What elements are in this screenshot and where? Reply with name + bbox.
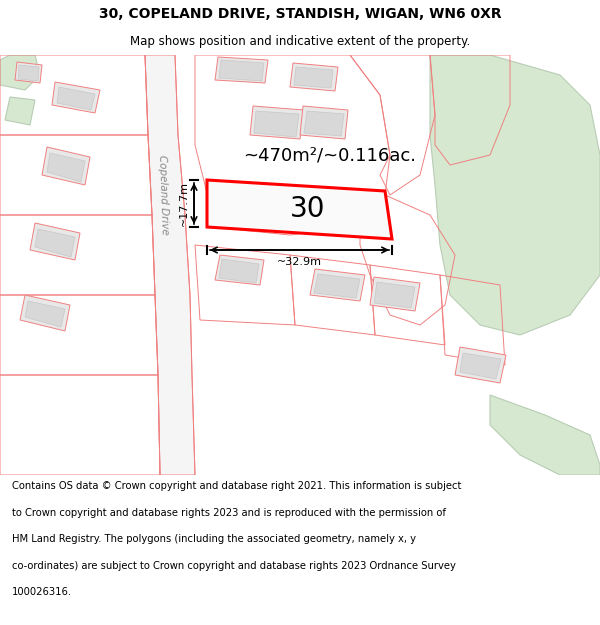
Text: ~32.9m: ~32.9m: [277, 257, 322, 267]
Polygon shape: [314, 274, 360, 298]
Polygon shape: [25, 301, 65, 327]
Text: Contains OS data © Crown copyright and database right 2021. This information is : Contains OS data © Crown copyright and d…: [12, 481, 461, 491]
Polygon shape: [250, 106, 304, 139]
Polygon shape: [294, 67, 333, 88]
Polygon shape: [35, 229, 75, 257]
Polygon shape: [455, 347, 506, 383]
Polygon shape: [254, 111, 299, 137]
Polygon shape: [430, 55, 600, 335]
Polygon shape: [0, 55, 40, 90]
Polygon shape: [374, 282, 415, 308]
Polygon shape: [460, 353, 501, 379]
Polygon shape: [304, 111, 344, 136]
Polygon shape: [52, 82, 100, 113]
Polygon shape: [490, 395, 600, 475]
Polygon shape: [207, 180, 392, 239]
Polygon shape: [18, 65, 39, 81]
Polygon shape: [20, 295, 70, 331]
Text: co-ordinates) are subject to Crown copyright and database rights 2023 Ordnance S: co-ordinates) are subject to Crown copyr…: [12, 561, 456, 571]
Polygon shape: [219, 60, 264, 81]
Text: 30, COPELAND DRIVE, STANDISH, WIGAN, WN6 0XR: 30, COPELAND DRIVE, STANDISH, WIGAN, WN6…: [98, 7, 502, 21]
Text: ~17.7m: ~17.7m: [179, 181, 189, 226]
Text: Copeland Drive: Copeland Drive: [157, 155, 169, 235]
Polygon shape: [145, 55, 195, 475]
Text: 30: 30: [290, 195, 325, 223]
Text: 100026316.: 100026316.: [12, 588, 72, 598]
Polygon shape: [300, 106, 348, 139]
Polygon shape: [30, 223, 80, 260]
Text: Map shows position and indicative extent of the property.: Map shows position and indicative extent…: [130, 35, 470, 48]
Polygon shape: [370, 277, 420, 311]
Polygon shape: [310, 269, 365, 301]
Polygon shape: [42, 147, 90, 185]
Polygon shape: [215, 255, 264, 285]
Polygon shape: [15, 62, 42, 83]
Polygon shape: [57, 87, 95, 110]
Polygon shape: [290, 63, 338, 91]
Text: HM Land Registry. The polygons (including the associated geometry, namely x, y: HM Land Registry. The polygons (includin…: [12, 534, 416, 544]
Text: to Crown copyright and database rights 2023 and is reproduced with the permissio: to Crown copyright and database rights 2…: [12, 508, 446, 518]
Polygon shape: [47, 153, 85, 182]
Text: ~470m²/~0.116ac.: ~470m²/~0.116ac.: [244, 146, 416, 164]
Polygon shape: [5, 97, 35, 125]
Polygon shape: [219, 259, 259, 283]
Polygon shape: [215, 57, 268, 83]
